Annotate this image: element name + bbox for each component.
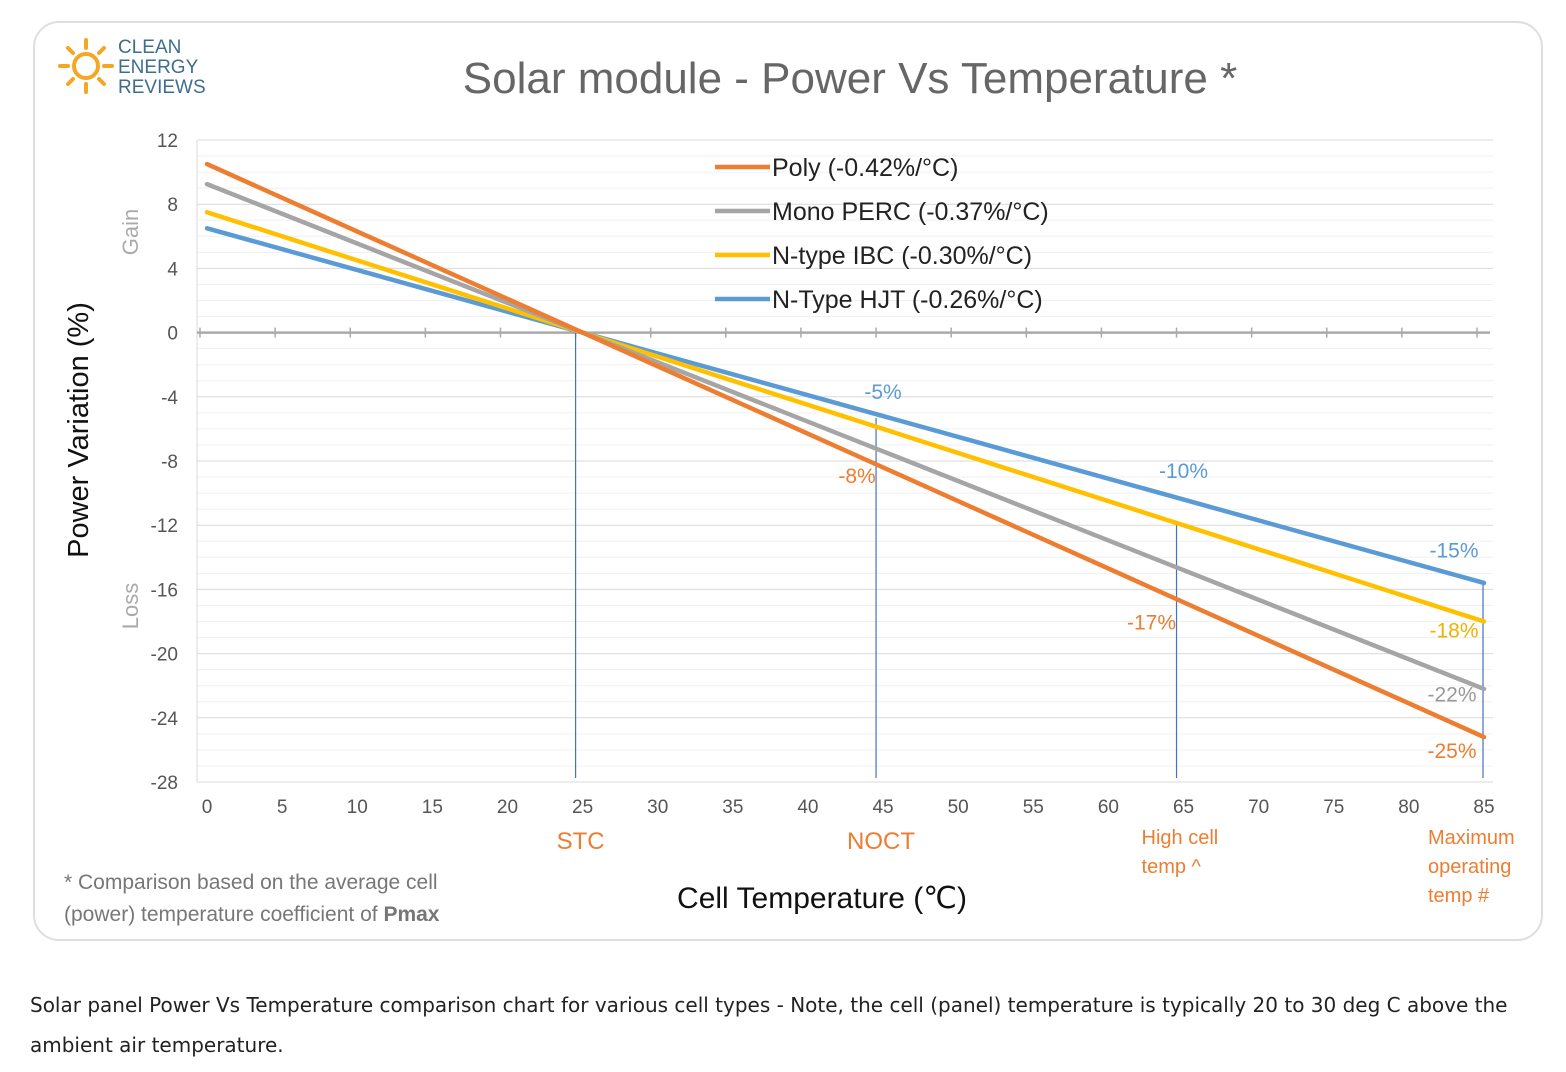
- x-tick-label: 0: [202, 797, 213, 818]
- x-tick-label: 35: [722, 797, 743, 818]
- x-tick-label: 75: [1323, 797, 1344, 818]
- sun-icon: [58, 38, 114, 94]
- grid: [196, 139, 1493, 783]
- x-tick-label: 5: [277, 797, 288, 818]
- marker-label: operating: [1428, 856, 1511, 878]
- x-tick-label: 55: [1023, 797, 1044, 818]
- x-tick-label: 25: [572, 797, 593, 818]
- series-lines: [204, 161, 1487, 740]
- y-tick-label: 0: [167, 324, 178, 345]
- x-tick-label: 45: [872, 797, 893, 818]
- chart-canvas: CLEAN ENERGY REVIEWS Solar module - Powe…: [58, 37, 1515, 926]
- x-tick-label: 60: [1098, 797, 1119, 818]
- image-caption: Solar panel Power Vs Temperature compari…: [30, 993, 1508, 1057]
- y-ticks: 12 8 4 0 -4 -8 -12 -16 -20 -24 -28: [151, 131, 179, 794]
- gain-label: Gain: [118, 209, 143, 255]
- y-tick-label: -28: [151, 773, 178, 794]
- data-label: -15%: [1429, 539, 1478, 562]
- marker-label: Maximum: [1428, 827, 1515, 849]
- chart-card: [33, 21, 1543, 941]
- x-tick-label: 30: [647, 797, 668, 818]
- data-label: -17%: [1127, 611, 1176, 634]
- logo-line1: CLEAN: [118, 37, 181, 58]
- x-tick-label: 70: [1248, 797, 1269, 818]
- marker-label: temp ^: [1142, 856, 1202, 878]
- data-label: -25%: [1427, 740, 1476, 763]
- x-tick-label: 80: [1398, 797, 1419, 818]
- y-tick-label: -12: [151, 516, 178, 537]
- x-tick-label: 85: [1473, 797, 1494, 818]
- footnote-line2: (power) temperature coefficient of Pmax: [64, 903, 440, 926]
- y-tick-label: -4: [161, 388, 178, 409]
- legend-label-ibc: N-type IBC (-0.30%/°C): [772, 242, 1032, 270]
- x-tick-label: 15: [422, 797, 443, 818]
- marker-label: NOCT: [847, 828, 915, 855]
- logo: CLEAN ENERGY REVIEWS: [58, 37, 206, 98]
- y-tick-label: -20: [151, 645, 178, 666]
- footnote-pmax: Pmax: [383, 903, 439, 926]
- data-label: -18%: [1429, 620, 1478, 643]
- series-line-mono: [204, 181, 1487, 692]
- legend-label-mono: Mono PERC (-0.37%/°C): [772, 198, 1049, 226]
- y-tick-label: -8: [161, 452, 178, 473]
- y-axis-title: Power Variation (%): [63, 302, 95, 558]
- y-tick-label: -16: [151, 580, 178, 601]
- marker-label: High cell: [1142, 827, 1219, 849]
- logo-line3: REVIEWS: [118, 77, 206, 98]
- series-line-ibc: [204, 209, 1487, 624]
- y-tick-label: 12: [157, 131, 178, 152]
- data-label: -10%: [1159, 460, 1208, 483]
- data-label: -8%: [838, 465, 875, 488]
- series-line-poly: [204, 161, 1487, 740]
- x-axis-title: Cell Temperature (℃): [677, 882, 967, 915]
- logo-line2: ENERGY: [118, 57, 199, 78]
- x-tick-label: 65: [1173, 797, 1194, 818]
- series-line-hjt: [204, 226, 1487, 586]
- y-tick-label: 8: [167, 195, 178, 216]
- data-labels: -5% -8% -10% -17% -15% -18% -22% -25%: [838, 381, 1478, 763]
- x-tick-label: 20: [497, 797, 518, 818]
- data-label: -5%: [864, 381, 901, 404]
- x-ticks: 0 5 10 15 20 25 30 35 40 45 50 55 60 65 70 75 80 85: [202, 797, 1495, 818]
- legend-label-poly: Poly (-0.42%/°C): [772, 154, 958, 182]
- marker-label: temp #: [1428, 885, 1490, 907]
- legend-label-hjt: N-Type HJT (-0.26%/°C): [772, 286, 1043, 314]
- loss-label: Loss: [118, 583, 143, 629]
- marker-label: STC: [557, 828, 605, 855]
- y-tick-label: 4: [167, 259, 178, 280]
- footnote-line2-text: (power) temperature coefficient of: [64, 903, 383, 926]
- y-tick-label: -24: [151, 709, 179, 730]
- legend: Poly (-0.42%/°C) Mono PERC (-0.37%/°C) N-t…: [715, 154, 1049, 314]
- data-label: -22%: [1427, 684, 1476, 707]
- reference-markers: STC NOCT High cell temp ^ Maximum operating te…: [557, 332, 1515, 907]
- x-tick-label: 10: [347, 797, 368, 818]
- x-tick-label: 50: [948, 797, 969, 818]
- footnote-line1: * Comparison based on the average cell: [64, 871, 438, 894]
- x-tick-label: 40: [797, 797, 818, 818]
- chart-title: Solar module - Power Vs Temperature *: [463, 54, 1237, 103]
